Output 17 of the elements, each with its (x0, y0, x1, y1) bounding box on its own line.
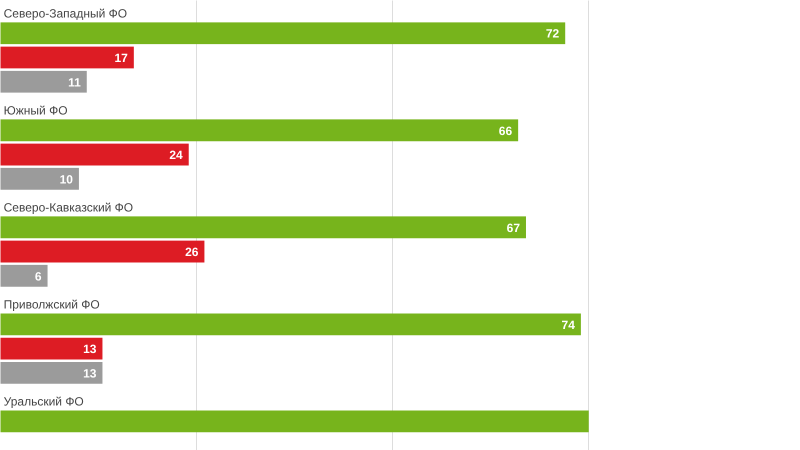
data-label: 26 (185, 245, 199, 260)
data-label: 13 (83, 366, 97, 380)
y-tick-label: Приволжский ФО (4, 297, 100, 312)
data-label: 6 (34, 269, 42, 284)
y-tick-label: Северо-Западный ФО (4, 6, 128, 20)
data-label: 66 (498, 124, 512, 138)
data-label: 13 (83, 342, 97, 356)
data-label: 11 (68, 75, 82, 90)
data-label: 74 (562, 318, 576, 332)
data-label: 17 (114, 51, 128, 66)
data-label: 72 (546, 26, 560, 41)
y-tick-label: Северо-Кавказский ФО (4, 200, 134, 214)
y-tick-label: Южный ФО (4, 103, 68, 118)
data-label: 24 (169, 148, 184, 162)
data-label: 10 (60, 172, 74, 186)
data-label: 67 (506, 220, 520, 235)
y-tick-label: Уральский ФО (4, 394, 84, 408)
